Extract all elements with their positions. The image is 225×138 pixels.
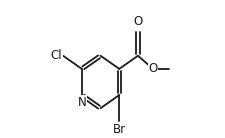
Text: O: O [133,15,142,29]
Text: Br: Br [112,123,125,136]
Text: O: O [148,62,157,75]
Text: Cl: Cl [51,49,62,62]
Text: N: N [77,96,86,109]
